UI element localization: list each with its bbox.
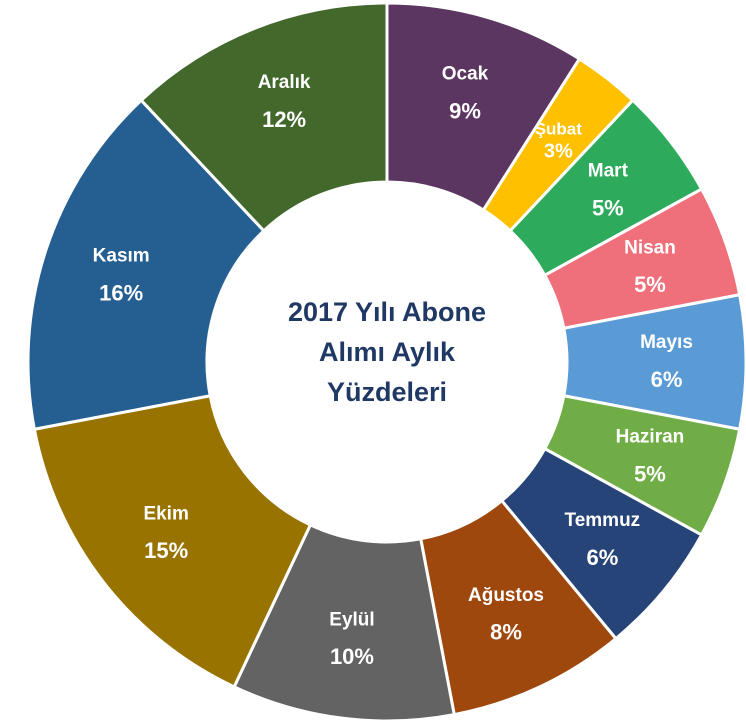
slice: [32, 393, 313, 689]
slice-category-label: Ağustos: [468, 585, 544, 606]
slice-value-label: 5%: [634, 461, 666, 486]
chart-title: 2017 Yılı Abone Alımı Aylık Yüzdeleri: [287, 297, 487, 407]
slice: [26, 98, 266, 432]
slice-category-label: Ekim: [143, 503, 188, 524]
slice-category-label: Kasım: [93, 246, 150, 267]
slice-category-label: Nisan: [624, 237, 676, 258]
slice-value-label: 9%: [449, 98, 481, 123]
slice-value-label: 3%: [544, 140, 573, 162]
slice-category-label: Haziran: [616, 427, 685, 448]
slice-category-label: Eylül: [329, 609, 374, 630]
slice-value-label: 12%: [262, 107, 306, 132]
slice-category-label: Ocak: [442, 64, 489, 85]
slice-value-label: 5%: [634, 272, 666, 297]
slice-category-label: Mart: [588, 161, 629, 182]
slice-value-label: 8%: [490, 620, 522, 645]
slice-value-label: 6%: [586, 545, 618, 570]
slice-category-label: Şubat: [535, 120, 583, 139]
slice-value-label: 6%: [651, 367, 683, 392]
slice-category-label: Aralık: [258, 72, 311, 93]
slice-value-label: 5%: [592, 196, 624, 221]
slice-category-label: Mayıs: [640, 332, 693, 353]
slice-value-label: 15%: [144, 538, 188, 563]
slice-value-label: 10%: [330, 644, 374, 669]
slice-category-label: Temmuz: [565, 510, 641, 531]
slice: [139, 1, 389, 233]
slice-value-label: 16%: [99, 280, 143, 305]
